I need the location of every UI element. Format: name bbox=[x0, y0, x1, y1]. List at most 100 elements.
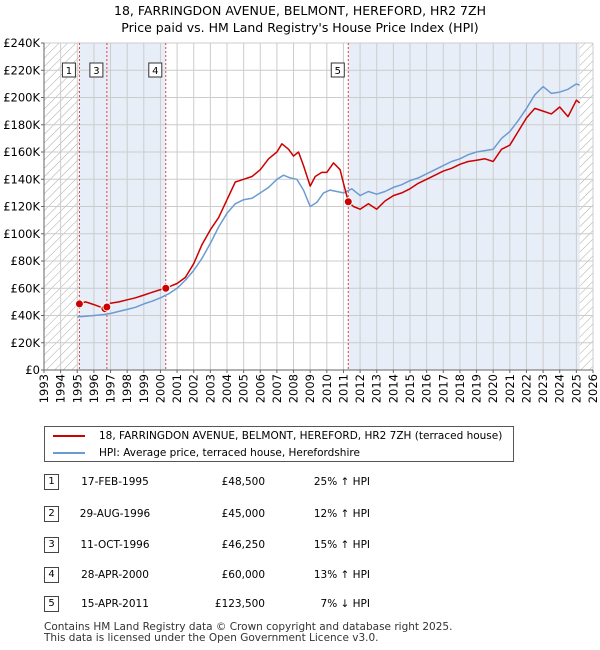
transaction-badge: 2 bbox=[44, 506, 59, 522]
legend-swatch-price bbox=[53, 435, 85, 437]
legend-item-price: 18, FARRINGDON AVENUE, BELMONT, HEREFORD… bbox=[45, 428, 513, 444]
sale-marker-label: 1 bbox=[66, 66, 72, 77]
transaction-badge: 4 bbox=[44, 567, 59, 583]
sale-marker-box-frame bbox=[330, 62, 345, 78]
sale-point bbox=[102, 302, 112, 312]
table-row: 1 17-FEB-1995 £48,500 25% ↑ HPI bbox=[0, 474, 600, 490]
transaction-hpi: 7% ↓ HPI bbox=[320, 598, 370, 610]
transaction-badge: 1 bbox=[44, 474, 59, 490]
transaction-price: £45,000 bbox=[221, 508, 265, 520]
chart-title-line1: 18, FARRINGDON AVENUE, BELMONT, HEREFORD… bbox=[114, 3, 486, 18]
x-tick-label: 2001 bbox=[170, 374, 184, 403]
x-tick-label: 2020 bbox=[486, 374, 500, 403]
transaction-price: £60,000 bbox=[221, 569, 265, 581]
x-tick-label: 2005 bbox=[237, 374, 251, 403]
x-tick-label: 2016 bbox=[420, 374, 434, 403]
y-tick-label: £40K bbox=[11, 309, 41, 323]
footer-license: This data is licensed under the Open Gov… bbox=[44, 632, 379, 644]
x-tick-label: 2003 bbox=[203, 374, 217, 403]
transaction-date: 28-APR-2000 bbox=[81, 569, 149, 581]
y-tick-label: £160K bbox=[3, 145, 40, 159]
sale-marker-box-frame bbox=[61, 62, 76, 78]
y-tick-label: £240K bbox=[3, 36, 40, 50]
x-tick-label: 2011 bbox=[336, 374, 350, 403]
sale-marker-box: 3 bbox=[89, 62, 104, 78]
legend-label-price: 18, FARRINGDON AVENUE, BELMONT, HEREFORD… bbox=[99, 430, 503, 442]
footer-copyright: Contains HM Land Registry data © Crown c… bbox=[44, 621, 453, 633]
transaction-hpi: 13% ↑ HPI bbox=[313, 569, 370, 581]
x-tick-label: 2008 bbox=[287, 374, 301, 403]
x-tick-label: 2023 bbox=[536, 374, 550, 403]
sale-point bbox=[74, 299, 84, 309]
y-tick-label: £20K bbox=[11, 336, 41, 350]
y-tick-label: £200K bbox=[3, 91, 40, 105]
sale-point bbox=[161, 283, 171, 293]
x-tick-label: 2017 bbox=[436, 374, 450, 403]
y-tick-label: £80K bbox=[11, 254, 41, 268]
table-row: 5 15-APR-2011 £123,500 7% ↓ HPI bbox=[0, 596, 600, 612]
transaction-date: 15-APR-2011 bbox=[81, 598, 149, 610]
y-tick-label: £220K bbox=[3, 63, 40, 77]
x-tick-label: 1996 bbox=[87, 374, 101, 403]
transaction-badge: 3 bbox=[44, 537, 59, 553]
legend-label-hpi: HPI: Average price, terraced house, Here… bbox=[99, 447, 360, 459]
x-tick-label: 2012 bbox=[353, 374, 367, 403]
x-tick-label: 2024 bbox=[553, 374, 567, 403]
x-tick-label: 2000 bbox=[153, 374, 167, 403]
sale-point bbox=[343, 197, 353, 207]
x-tick-label: 2013 bbox=[370, 374, 384, 403]
transaction-date: 11-OCT-1996 bbox=[80, 539, 150, 551]
sale-marker-box: 1 bbox=[61, 62, 76, 78]
chart-legend: 18, FARRINGDON AVENUE, BELMONT, HEREFORD… bbox=[44, 426, 514, 462]
y-tick-label: £120K bbox=[3, 200, 40, 214]
x-tick-label: 2014 bbox=[386, 374, 400, 403]
x-tick-label: 2019 bbox=[470, 374, 484, 403]
x-tick-label: 1995 bbox=[70, 374, 84, 403]
x-tick-label: 2002 bbox=[187, 374, 201, 403]
transaction-hpi: 25% ↑ HPI bbox=[313, 476, 370, 488]
transaction-price: £48,500 bbox=[221, 476, 265, 488]
x-tick-label: 2026 bbox=[586, 374, 600, 403]
hpi-series-line bbox=[77, 83, 580, 318]
transaction-date: 29-AUG-1996 bbox=[79, 508, 151, 520]
sale-marker-label: 4 bbox=[152, 66, 158, 77]
y-tick-label: £0 bbox=[25, 363, 40, 377]
chart-title-line2: Price paid vs. HM Land Registry's House … bbox=[121, 20, 479, 35]
table-row: 2 29-AUG-1996 £45,000 12% ↑ HPI bbox=[0, 506, 600, 522]
x-tick-label: 2018 bbox=[453, 374, 467, 403]
x-tick-label: 1994 bbox=[54, 374, 68, 403]
legend-swatch-hpi bbox=[53, 452, 85, 454]
table-row: 3 11-OCT-1996 £46,250 15% ↑ HPI bbox=[0, 537, 600, 553]
sale-marker-box: 5 bbox=[330, 62, 345, 78]
sale-marker-label: 3 bbox=[93, 66, 99, 77]
sale-marker-box-frame bbox=[89, 62, 104, 78]
x-tick-label: 2007 bbox=[270, 374, 284, 403]
x-tick-label: 2025 bbox=[569, 374, 583, 403]
x-tick-label: 2021 bbox=[503, 374, 517, 403]
y-tick-label: £100K bbox=[3, 227, 40, 241]
x-tick-label: 2015 bbox=[403, 374, 417, 403]
table-row: 4 28-APR-2000 £60,000 13% ↑ HPI bbox=[0, 567, 600, 583]
sale-marker-label: 5 bbox=[335, 66, 341, 77]
transaction-hpi: 12% ↑ HPI bbox=[313, 508, 370, 520]
transaction-price: £123,500 bbox=[214, 598, 265, 610]
sale-marker-box: 4 bbox=[148, 62, 163, 78]
x-tick-label: 2006 bbox=[253, 374, 267, 403]
x-tick-label: 1997 bbox=[104, 374, 118, 403]
x-tick-label: 2010 bbox=[320, 374, 334, 403]
y-tick-label: £60K bbox=[11, 281, 41, 295]
x-tick-label: 2022 bbox=[519, 374, 533, 403]
transaction-hpi: 15% ↑ HPI bbox=[313, 539, 370, 551]
transaction-price: £46,250 bbox=[221, 539, 265, 551]
x-tick-label: 1999 bbox=[137, 374, 151, 403]
transaction-date: 17-FEB-1995 bbox=[81, 476, 149, 488]
x-tick-label: 2009 bbox=[303, 374, 317, 403]
y-tick-label: £140K bbox=[3, 172, 40, 186]
legend-item-hpi: HPI: Average price, terraced house, Here… bbox=[45, 445, 513, 461]
x-tick-label: 1993 bbox=[37, 374, 51, 403]
sale-marker-box-frame bbox=[148, 62, 163, 78]
price-chart: 1 3 4 5 £0 £20K £40K £60K £80K £100K £120K £140K £1… bbox=[3, 36, 600, 403]
y-tick-label: £180K bbox=[3, 118, 40, 132]
x-tick-label: 1998 bbox=[120, 374, 134, 403]
x-tick-label: 2004 bbox=[220, 374, 234, 403]
